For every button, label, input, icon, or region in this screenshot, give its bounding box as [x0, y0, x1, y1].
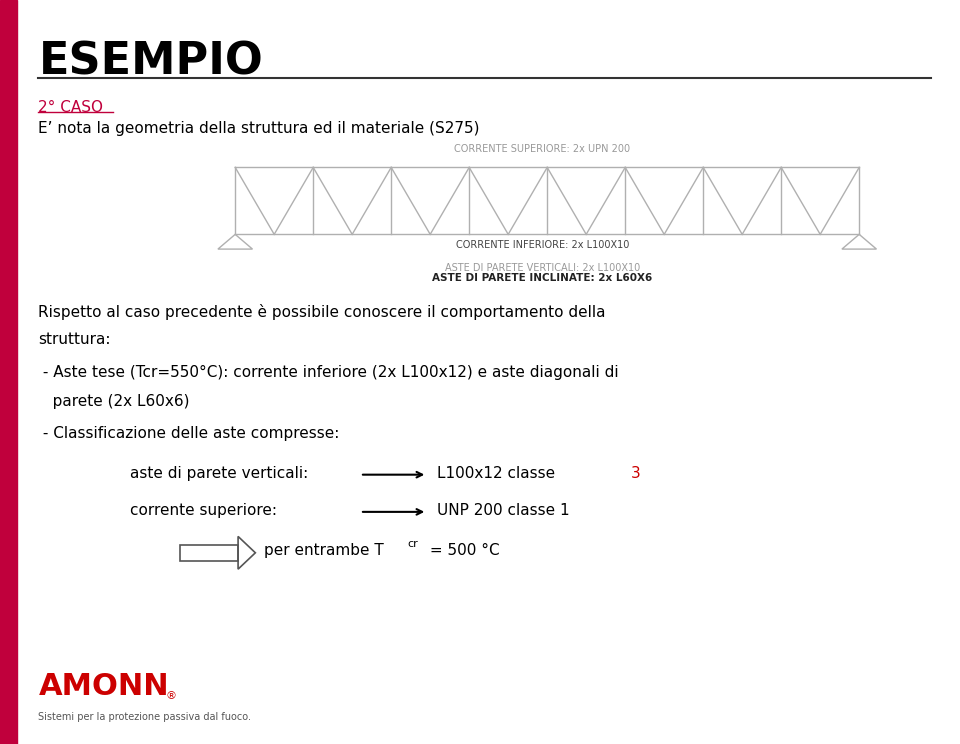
- Text: per entrambe T: per entrambe T: [264, 543, 384, 558]
- Text: 2° CASO: 2° CASO: [38, 100, 104, 115]
- Text: - Aste tese (Tcr=550°C): corrente inferiore (2x L100x12) e aste diagonali di: - Aste tese (Tcr=550°C): corrente inferi…: [38, 365, 619, 379]
- Text: 3: 3: [631, 466, 640, 481]
- Text: Rispetto al caso precedente è possibile conoscere il comportamento della: Rispetto al caso precedente è possibile …: [38, 304, 606, 320]
- Text: ASTE DI PARETE INCLINATE: 2x L60X6: ASTE DI PARETE INCLINATE: 2x L60X6: [432, 273, 653, 283]
- Text: AMONN: AMONN: [38, 672, 169, 701]
- Text: corrente superiore:: corrente superiore:: [130, 503, 276, 518]
- Text: CORRENTE INFERIORE: 2x L100X10: CORRENTE INFERIORE: 2x L100X10: [456, 240, 629, 249]
- Text: Sistemi per la protezione passiva dal fuoco.: Sistemi per la protezione passiva dal fu…: [38, 712, 252, 722]
- Text: aste di parete verticali:: aste di parete verticali:: [130, 466, 308, 481]
- Text: ESEMPIO: ESEMPIO: [38, 41, 263, 84]
- Text: UNP 200 classe 1: UNP 200 classe 1: [437, 503, 569, 518]
- Text: parete (2x L60x6): parete (2x L60x6): [38, 394, 190, 409]
- Text: - Classificazione delle aste compresse:: - Classificazione delle aste compresse:: [38, 426, 340, 440]
- Text: E’ nota la geometria della struttura ed il materiale (S275): E’ nota la geometria della struttura ed …: [38, 121, 480, 135]
- Text: ®: ®: [165, 692, 176, 702]
- Text: CORRENTE SUPERIORE: 2x UPN 200: CORRENTE SUPERIORE: 2x UPN 200: [454, 144, 631, 154]
- Text: struttura:: struttura:: [38, 332, 111, 347]
- Text: L100x12 classe: L100x12 classe: [437, 466, 560, 481]
- Text: = 500 °C: = 500 °C: [425, 543, 500, 558]
- Text: ASTE DI PARETE VERTICALI: 2x L100X10: ASTE DI PARETE VERTICALI: 2x L100X10: [444, 263, 640, 272]
- Text: cr: cr: [407, 539, 418, 548]
